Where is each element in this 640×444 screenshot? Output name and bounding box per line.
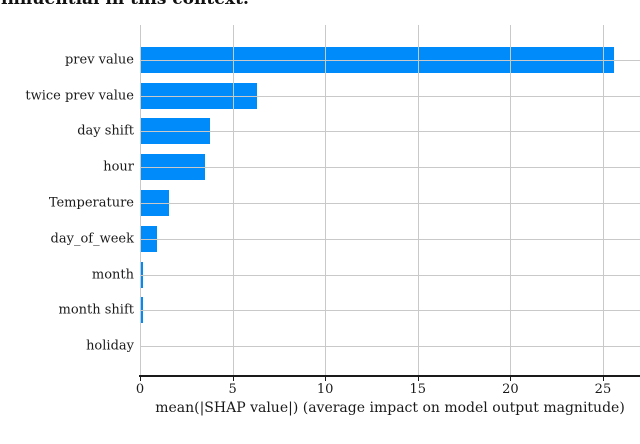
x-axis-title: mean(|SHAP value|) (average impact on mo…	[155, 400, 625, 416]
horizontal-gridline	[140, 310, 640, 312]
x-axis-line	[139, 375, 640, 377]
category-label: hour	[103, 159, 134, 175]
horizontal-gridline	[140, 95, 640, 97]
x-axis-tick-mark	[602, 377, 604, 381]
vertical-gridline	[140, 25, 141, 375]
horizontal-gridline	[140, 274, 640, 276]
vertical-gridline	[602, 25, 604, 375]
horizontal-gridline	[140, 346, 640, 348]
x-axis-tick-mark	[510, 377, 512, 381]
category-label: prev value	[64, 52, 134, 68]
vertical-gridline	[232, 25, 234, 375]
page-heading-text: influential in this context.	[1, 0, 249, 9]
x-axis-tick-label: 15	[409, 382, 427, 397]
plot-area	[140, 25, 640, 375]
vertical-gridline	[325, 25, 327, 375]
horizontal-gridline	[140, 167, 640, 169]
category-label: month shift	[58, 302, 135, 318]
x-axis-tick-label: 25	[594, 382, 612, 397]
horizontal-gridline	[140, 59, 640, 61]
x-axis-tick-label: 10	[316, 382, 334, 397]
x-axis-tick-label: 0	[135, 382, 145, 397]
x-axis-tick-label: 20	[502, 382, 519, 397]
x-axis-tick-mark	[417, 377, 419, 381]
category-label: month	[91, 267, 134, 283]
vertical-gridline	[510, 25, 512, 375]
category-label: day shift	[77, 123, 134, 139]
y-axis-labels: prev value twice prev value day shift hour T…	[0, 25, 134, 375]
x-axis-tick-mark	[325, 377, 327, 381]
category-label: holiday	[86, 338, 134, 354]
category-label: day_of_week	[50, 231, 134, 247]
category-label: twice prev value	[25, 88, 134, 104]
x-axis-tick-mark	[140, 377, 141, 381]
x-axis-tick-label: 5	[228, 382, 237, 397]
vertical-gridline	[417, 25, 419, 375]
horizontal-gridline	[140, 131, 640, 133]
horizontal-gridline	[140, 203, 640, 204]
x-axis-tick-mark	[232, 377, 234, 381]
category-label: Temperature	[48, 195, 134, 211]
horizontal-gridline	[140, 238, 640, 240]
